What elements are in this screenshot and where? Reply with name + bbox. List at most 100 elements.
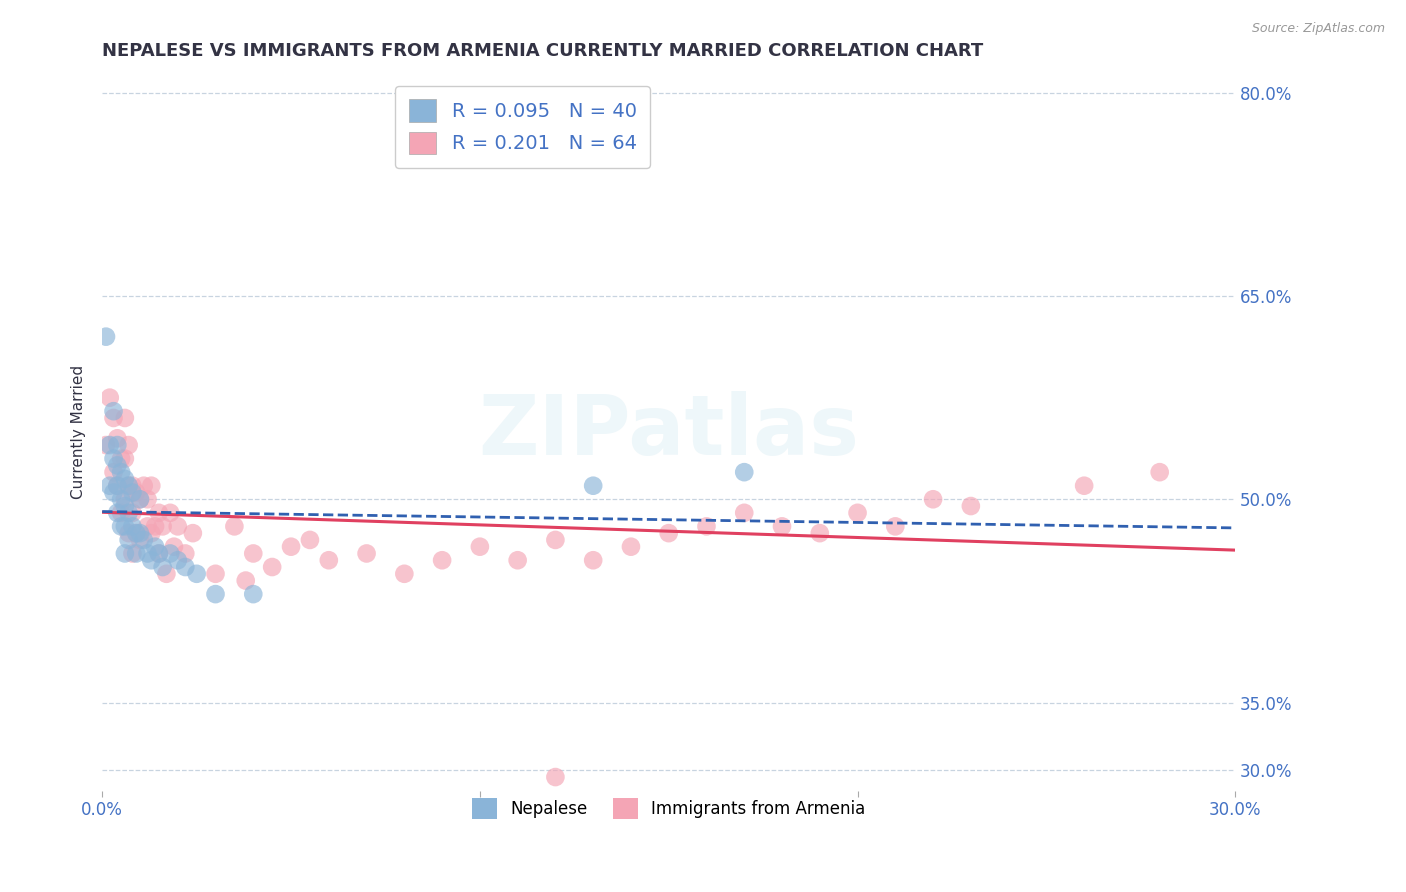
Point — [204, 587, 226, 601]
Point — [125, 526, 148, 541]
Point — [141, 479, 163, 493]
Point — [174, 560, 197, 574]
Point — [118, 438, 141, 452]
Point — [136, 519, 159, 533]
Point — [105, 431, 128, 445]
Point — [159, 506, 181, 520]
Text: NEPALESE VS IMMIGRANTS FROM ARMENIA CURRENTLY MARRIED CORRELATION CHART: NEPALESE VS IMMIGRANTS FROM ARMENIA CURR… — [103, 42, 983, 60]
Point — [114, 451, 136, 466]
Point — [695, 519, 717, 533]
Point — [118, 533, 141, 547]
Point — [262, 560, 284, 574]
Point — [103, 465, 125, 479]
Point — [280, 540, 302, 554]
Point — [118, 506, 141, 520]
Point — [1149, 465, 1171, 479]
Legend: Nepalese, Immigrants from Armenia: Nepalese, Immigrants from Armenia — [465, 792, 872, 825]
Point — [110, 451, 132, 466]
Point — [118, 479, 141, 493]
Point — [544, 770, 567, 784]
Point — [98, 391, 121, 405]
Text: ZIPatlas: ZIPatlas — [478, 391, 859, 472]
Point — [103, 485, 125, 500]
Point — [148, 506, 170, 520]
Point — [129, 533, 152, 547]
Point — [770, 519, 793, 533]
Point — [733, 465, 755, 479]
Point — [356, 546, 378, 560]
Point — [506, 553, 529, 567]
Point — [94, 329, 117, 343]
Point — [121, 546, 143, 560]
Point — [114, 519, 136, 533]
Point — [143, 519, 166, 533]
Point — [121, 506, 143, 520]
Point — [103, 404, 125, 418]
Point — [125, 546, 148, 560]
Point — [186, 566, 208, 581]
Point — [318, 553, 340, 567]
Point — [98, 438, 121, 452]
Point — [121, 519, 143, 533]
Point — [105, 479, 128, 493]
Point — [430, 553, 453, 567]
Point — [114, 411, 136, 425]
Point — [94, 438, 117, 452]
Point — [103, 451, 125, 466]
Point — [129, 492, 152, 507]
Point — [582, 479, 605, 493]
Point — [103, 411, 125, 425]
Point — [658, 526, 681, 541]
Point — [118, 479, 141, 493]
Point — [298, 533, 321, 547]
Point — [242, 546, 264, 560]
Point — [110, 492, 132, 507]
Point — [582, 553, 605, 567]
Point — [733, 506, 755, 520]
Point — [155, 566, 177, 581]
Point — [159, 546, 181, 560]
Point — [105, 479, 128, 493]
Point — [544, 533, 567, 547]
Point — [224, 519, 246, 533]
Point — [468, 540, 491, 554]
Point — [110, 465, 132, 479]
Text: Source: ZipAtlas.com: Source: ZipAtlas.com — [1251, 22, 1385, 36]
Point — [166, 519, 188, 533]
Point — [152, 560, 174, 574]
Point — [235, 574, 257, 588]
Point — [960, 499, 983, 513]
Y-axis label: Currently Married: Currently Married — [72, 365, 86, 499]
Point — [114, 546, 136, 560]
Point — [922, 492, 945, 507]
Point — [136, 492, 159, 507]
Point — [1073, 479, 1095, 493]
Point — [884, 519, 907, 533]
Point — [181, 526, 204, 541]
Point — [105, 458, 128, 473]
Point — [110, 506, 132, 520]
Point — [132, 533, 155, 547]
Point — [114, 472, 136, 486]
Point — [141, 526, 163, 541]
Point — [620, 540, 643, 554]
Point — [163, 540, 186, 554]
Point — [114, 492, 136, 507]
Point — [143, 540, 166, 554]
Point — [846, 506, 869, 520]
Point — [152, 519, 174, 533]
Point — [110, 519, 132, 533]
Point — [204, 566, 226, 581]
Point — [141, 553, 163, 567]
Point — [129, 526, 152, 541]
Point — [148, 546, 170, 560]
Point — [129, 492, 152, 507]
Point — [136, 546, 159, 560]
Point — [105, 506, 128, 520]
Point — [394, 566, 416, 581]
Point — [125, 485, 148, 500]
Point — [132, 479, 155, 493]
Point — [121, 485, 143, 500]
Point — [166, 553, 188, 567]
Point — [242, 587, 264, 601]
